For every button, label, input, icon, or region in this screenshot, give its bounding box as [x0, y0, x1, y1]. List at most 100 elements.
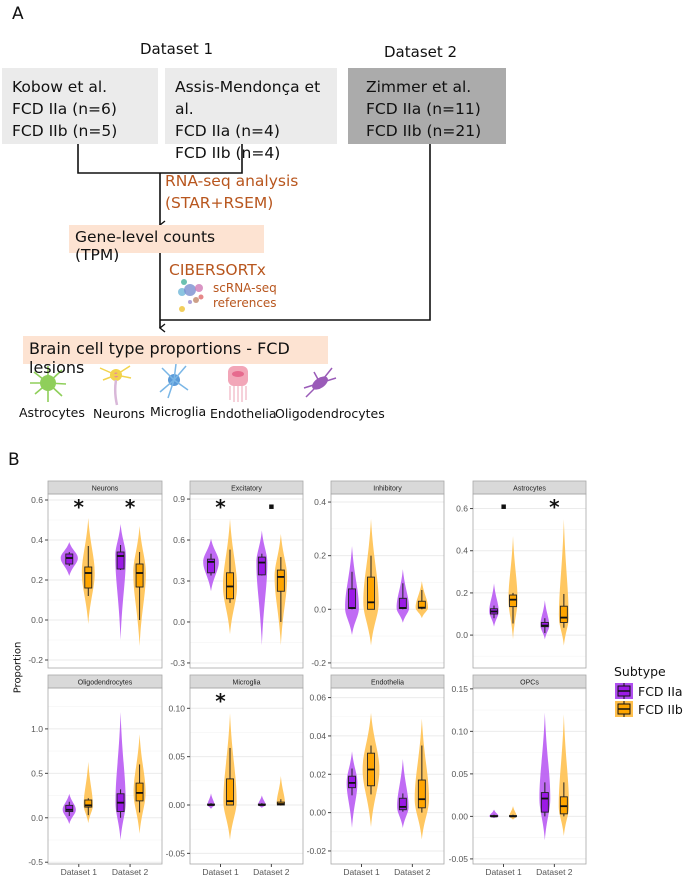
neuron-icon: [99, 365, 132, 406]
facet-microglia: Microglia -0.05 0.00 0.05 0.10 Dataset 1 * Data…: [166, 674, 304, 876]
facet-endothelia: Endothelia -0.02 0.00 0.02 0.04 0.06 Dataset 1…: [307, 674, 445, 876]
y-tick-label: 0.4: [31, 535, 43, 545]
oligodendrocyte-icon: [303, 367, 337, 398]
group-dataset-2-fcd-iib: [274, 533, 288, 646]
facet-title: OPCs: [520, 680, 539, 687]
y-axis-label: Proportion: [12, 641, 24, 694]
source-iia: FCD IIa (n=6): [12, 100, 117, 118]
facet-opcs: OPCs -0.05 0.00 0.05 0.10 0.15 Dataset 1 Datase…: [449, 674, 587, 876]
cell-label-oligodendrocytes: Oligodendrocytes: [275, 406, 385, 421]
group-dataset-2-fcd-iib: [558, 714, 569, 836]
ref-line2: references: [213, 296, 277, 310]
source-name: Assis-Mendonça et al.: [175, 78, 321, 118]
legend-title: Subtype: [614, 664, 666, 679]
cibersortx-label: CIBERSORTx: [169, 261, 266, 279]
y-tick-label: 0.5: [31, 768, 43, 778]
group-dataset-1-fcd-iia: [207, 793, 215, 809]
group-dataset-2-fcd-iib: [414, 718, 430, 840]
source-iia: FCD IIa (n=4): [175, 122, 280, 140]
x-tick-label: Dataset 2: [112, 867, 149, 876]
y-tick-label: 0.10: [168, 703, 185, 713]
violin: [83, 761, 93, 824]
y-tick-label: -0.05: [449, 854, 469, 864]
y-tick-label: 0.6: [173, 535, 185, 545]
group-dataset-2-fcd-iib: [415, 581, 429, 619]
source-box-assis: Assis-Mendonça et al. FCD IIa (n=4) FCD …: [165, 68, 337, 162]
group-dataset-2-fcd-iib: [276, 776, 286, 806]
y-tick-label: 0.0: [173, 617, 185, 627]
panel-border: [472, 687, 587, 865]
y-tick-label: 0.10: [451, 726, 468, 736]
y-tick-label: 0.4: [456, 546, 468, 556]
y-tick-label: 0.0: [456, 630, 468, 640]
box: [116, 551, 125, 570]
rnaseq-line2: (STAR+RSEM): [165, 194, 274, 212]
x-tick-label: Dataset 1: [485, 867, 522, 876]
legend-label: FCD IIb: [638, 701, 683, 717]
y-tick-label: 0.15: [451, 684, 468, 694]
facet-excitatory: Excitatory -0.3 0.0 0.3 0.6 0.9 * ▪: [170, 480, 304, 669]
group-dataset-2-fcd-iia: [256, 530, 268, 646]
dataset-2-title: Dataset 2: [384, 43, 458, 61]
panel-border: [47, 493, 163, 669]
y-tick-label: 0.04: [309, 731, 326, 741]
box: [65, 804, 74, 813]
box: [348, 775, 356, 789]
group-dataset-2-fcd-iia: [396, 569, 410, 623]
facet-title: Neurons: [92, 486, 119, 493]
cell-label-astrocytes: Astrocytes: [19, 405, 85, 420]
group-dataset-1-fcd-iib: [508, 535, 518, 640]
box: [540, 792, 549, 813]
group-dataset-1-fcd-iia: [489, 809, 499, 819]
y-tick-label: 0.00: [309, 808, 326, 818]
box: [65, 553, 74, 565]
y-tick-label: -0.05: [166, 848, 186, 858]
box: [276, 569, 285, 592]
significance-mark: ▪: [268, 502, 274, 512]
legend: FCD IIa FCD IIb: [614, 682, 684, 718]
legend-key-iia: [615, 683, 633, 699]
box: [559, 605, 568, 623]
y-tick-label: -0.3: [170, 658, 185, 668]
facet-neurons: Neurons -0.2 0.0 0.2 0.4 0.6 * *: [28, 480, 163, 669]
plot-background: [473, 494, 586, 668]
box: [257, 556, 266, 576]
y-tick-label: 0.3: [173, 576, 185, 586]
group-dataset-2-fcd-iia: [115, 524, 126, 640]
endothelia-icon: [228, 366, 248, 402]
cell-label-microglia: Microglia: [150, 404, 207, 419]
x-tick-label: Dataset 1: [61, 867, 98, 876]
group-dataset-1-fcd-iib: [223, 713, 237, 840]
legend-item-fcd-iib: FCD IIb: [614, 700, 684, 718]
y-tick-label: 0.2: [314, 551, 326, 561]
panel-border: [189, 687, 304, 865]
facet-title: Excitatory: [231, 486, 262, 493]
cell-label-neurons: Neurons: [93, 406, 145, 421]
facet-inhibitory: Inhibitory -0.2 0.0 0.2 0.4: [311, 480, 445, 669]
source-iib: FCD IIb (n=5): [12, 122, 118, 140]
significance-mark: *: [215, 689, 226, 713]
facet-title: Oligodendrocytes: [78, 680, 133, 687]
violin: [276, 776, 286, 806]
y-tick-label: 0.00: [168, 800, 185, 810]
group-dataset-1-fcd-iib: [509, 806, 517, 820]
source-box-kobow: Kobow et al. FCD IIa (n=6) FCD IIb (n=5): [2, 68, 158, 144]
significance-mark: *: [74, 495, 85, 519]
ref-line1: scRNA-seq: [213, 281, 277, 295]
x-tick-label: Dataset 2: [394, 867, 431, 876]
proportions-box: Brain cell type proportions - FCD lesion…: [23, 336, 328, 377]
legend-label: FCD IIa: [638, 683, 683, 699]
legend-item-fcd-iia: FCD IIa: [614, 682, 684, 700]
panel-border: [472, 493, 587, 669]
y-tick-label: -0.02: [307, 846, 327, 856]
source-iia: FCD IIa (n=11): [366, 100, 481, 118]
cell-label-endothelia: Endothelia: [210, 406, 277, 421]
x-tick-label: Dataset 1: [343, 867, 380, 876]
y-tick-label: 0.9: [173, 494, 185, 504]
y-tick-label: 0.0: [314, 604, 326, 614]
flow-diagram-lines: [30, 144, 431, 406]
scrna-cluster-icon: [178, 279, 204, 312]
panel-b-label: B: [8, 450, 20, 470]
